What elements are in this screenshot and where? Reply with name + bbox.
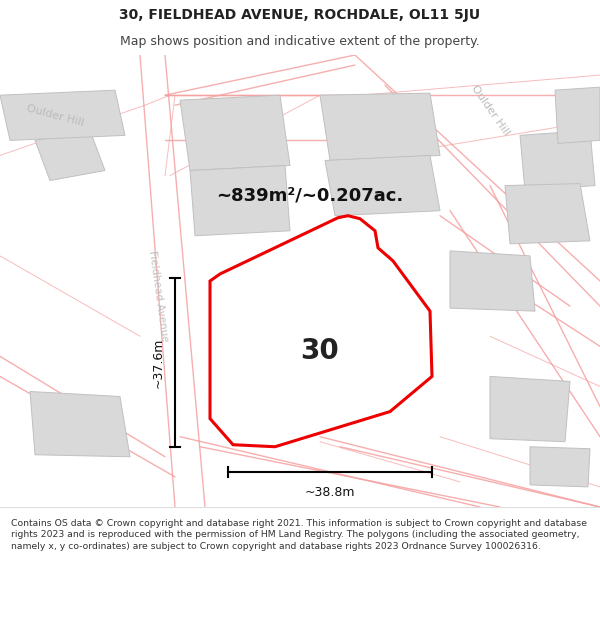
Polygon shape <box>505 184 590 244</box>
Polygon shape <box>320 93 440 161</box>
Polygon shape <box>210 216 432 447</box>
Text: Map shows position and indicative extent of the property.: Map shows position and indicative extent… <box>120 35 480 48</box>
Text: ~38.8m: ~38.8m <box>305 486 355 499</box>
Polygon shape <box>325 156 440 216</box>
Text: Oulder Hill: Oulder Hill <box>469 83 511 138</box>
Polygon shape <box>180 95 290 171</box>
Polygon shape <box>275 251 395 326</box>
Polygon shape <box>450 251 535 311</box>
Polygon shape <box>530 447 590 487</box>
Text: Fieldhead Avenue: Fieldhead Avenue <box>146 250 169 342</box>
Polygon shape <box>555 87 600 143</box>
Polygon shape <box>0 90 125 141</box>
Text: ~37.6m: ~37.6m <box>152 337 165 388</box>
Text: Oulder Hill: Oulder Hill <box>25 103 85 127</box>
Text: 30: 30 <box>301 338 340 365</box>
Polygon shape <box>490 376 570 442</box>
Text: ~839m²/~0.207ac.: ~839m²/~0.207ac. <box>217 187 404 204</box>
Text: Contains OS data © Crown copyright and database right 2021. This information is : Contains OS data © Crown copyright and d… <box>11 519 587 551</box>
Text: 30, FIELDHEAD AVENUE, ROCHDALE, OL11 5JU: 30, FIELDHEAD AVENUE, ROCHDALE, OL11 5JU <box>119 8 481 22</box>
Polygon shape <box>35 131 105 181</box>
Polygon shape <box>30 391 130 457</box>
Polygon shape <box>190 166 290 236</box>
Polygon shape <box>520 131 595 191</box>
